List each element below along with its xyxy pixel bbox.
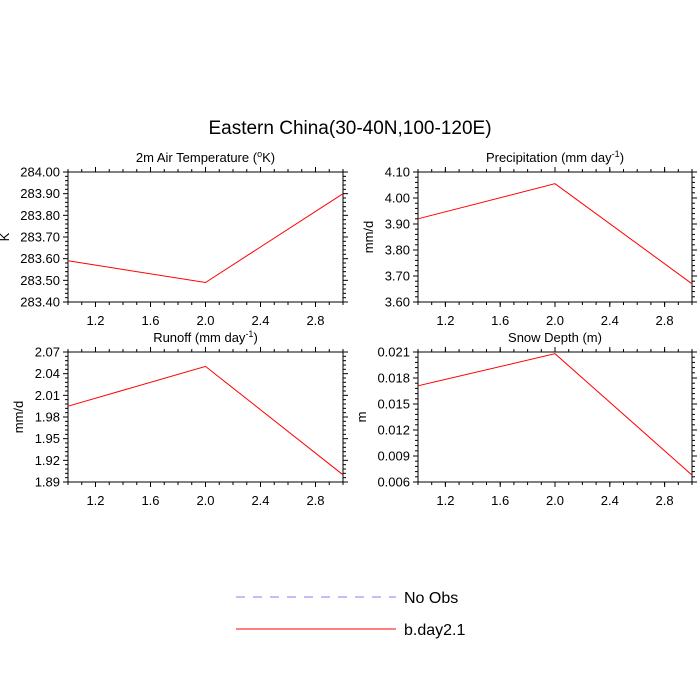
x-tick-label: 2.0 [546, 493, 564, 508]
x-tick-label: 2.4 [251, 493, 269, 508]
x-tick-label: 1.6 [141, 493, 159, 508]
y-tick-label: 3.80 [385, 243, 410, 258]
y-tick-label: 0.021 [377, 345, 410, 360]
y-tick-label: 3.60 [385, 295, 410, 310]
x-tick-label: 2.8 [656, 313, 674, 328]
y-tick-label: 4.10 [385, 165, 410, 180]
y-tick-label: 283.70 [20, 230, 60, 245]
y-tick-label: 1.92 [35, 453, 60, 468]
panel-title-sup: -1 [245, 329, 253, 339]
x-tick-label: 2.0 [196, 313, 214, 328]
x-tick-label: 2.4 [251, 313, 269, 328]
y-tick-label: 283.50 [20, 273, 60, 288]
x-tick-label: 2.8 [656, 493, 674, 508]
plot-frame [67, 351, 344, 483]
y-tick-label: 283.60 [20, 251, 60, 266]
panel-title: Snow Depth (m) [508, 330, 602, 345]
x-tick-label: 2.0 [196, 493, 214, 508]
x-tick-label: 2.4 [601, 493, 619, 508]
panel-title-main: Snow Depth (m) [508, 330, 602, 345]
y-tick-label: 1.95 [35, 431, 60, 446]
legend-label-no-obs: No Obs [404, 590, 458, 607]
x-tick-label: 1.6 [491, 493, 509, 508]
series-line-1 [67, 365, 344, 476]
y-tick-label: 0.009 [377, 449, 410, 464]
x-tick-label: 1.2 [86, 313, 104, 328]
y-tick-label: 283.80 [20, 208, 60, 223]
y-tick-label: 2.07 [35, 345, 60, 360]
chart-panel-1: 283.40 283.50 283.60 283.70 283.80 283.90 284.… [0, 149, 348, 328]
y-axis-label: m [354, 412, 369, 423]
x-tick-label: 1.2 [436, 493, 454, 508]
y-tick-label: 0.018 [377, 371, 410, 386]
chart-panel-3: 1.89 1.92 1.95 1.98 2.01 2.04 2.07 1.2 1.6 2.0 2.4… [11, 329, 348, 508]
x-tick-label: 1.6 [141, 313, 159, 328]
series-line-1 [417, 183, 693, 285]
y-tick-label: 3.70 [385, 269, 410, 284]
legend: No Obs b.day2.1 [236, 590, 465, 639]
panel-title-sup: -1 [612, 149, 620, 159]
y-tick-label: 0.015 [377, 397, 410, 412]
x-tick-label: 1.6 [491, 313, 509, 328]
x-tick-label: 2.8 [306, 493, 324, 508]
x-tick-label: 1.2 [86, 493, 104, 508]
x-tick-label: 2.0 [546, 313, 564, 328]
panel-title: Precipitation (mm day-1) [486, 149, 624, 165]
panel-title-main: 2m Air Temperature ( [136, 150, 258, 165]
figure-title: Eastern China(30-40N,100-120E) [208, 118, 491, 139]
panel-title-tail: ) [620, 150, 624, 165]
panel-title: Runoff (mm day-1) [153, 329, 258, 345]
y-tick-label: 2.01 [35, 388, 60, 403]
panel-title-tail: K) [262, 150, 275, 165]
y-axis-label: mm/d [11, 401, 26, 434]
panel-title-main: Runoff (mm day [153, 330, 246, 345]
y-tick-label: 1.98 [35, 410, 60, 425]
y-axis-label: K [0, 232, 12, 241]
y-tick-label: 3.90 [385, 217, 410, 232]
y-axis-label: mm/d [361, 221, 376, 254]
y-tick-label: 0.012 [377, 423, 410, 438]
panel-title-main: Precipitation (mm day [486, 150, 612, 165]
y-tick-label: 4.00 [385, 191, 410, 206]
chart-panel-2: 3.60 3.70 3.80 3.90 4.00 4.10 1.2 1.6 2.0 2.4 2.8 P… [361, 149, 697, 328]
chart-panel-4: 0.006 0.009 0.012 0.015 0.018 0.021 1.2 1.6 2.0 2… [354, 330, 697, 508]
x-tick-label: 1.2 [436, 313, 454, 328]
x-tick-label: 2.4 [601, 313, 619, 328]
panel-title: 2m Air Temperature (oK) [136, 149, 275, 165]
panel-title-sup: o [257, 149, 262, 159]
y-tick-label: 284.00 [20, 165, 60, 180]
y-tick-label: 283.40 [20, 295, 60, 310]
legend-label-b-day2-1: b.day2.1 [404, 622, 465, 639]
x-tick-label: 2.8 [306, 313, 324, 328]
plot-frame [417, 351, 693, 483]
plot-frame [417, 171, 693, 303]
y-tick-label: 2.04 [35, 366, 60, 381]
series-line-1 [67, 193, 344, 284]
y-tick-label: 0.006 [377, 475, 410, 490]
chart-panels: 283.40 283.50 283.60 283.70 283.80 283.90 284.… [0, 149, 697, 508]
y-tick-label: 283.90 [20, 186, 60, 201]
y-tick-label: 1.89 [35, 475, 60, 490]
series-line-1 [417, 353, 693, 476]
panel-title-tail: ) [253, 330, 257, 345]
